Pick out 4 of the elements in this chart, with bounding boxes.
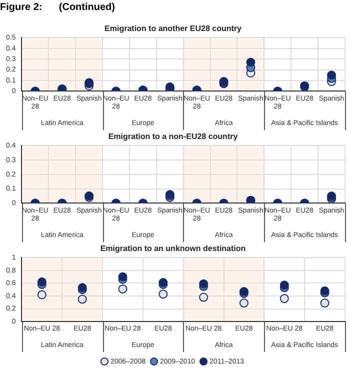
text: Figure 2: (Continued) <box>0 2 115 13</box>
chart-title: Emigration to a non-EU28 country <box>108 132 238 142</box>
chart-title: Emigration to another EU28 country <box>104 24 242 34</box>
chart-title: Emigration to an unknown destination <box>100 244 246 254</box>
